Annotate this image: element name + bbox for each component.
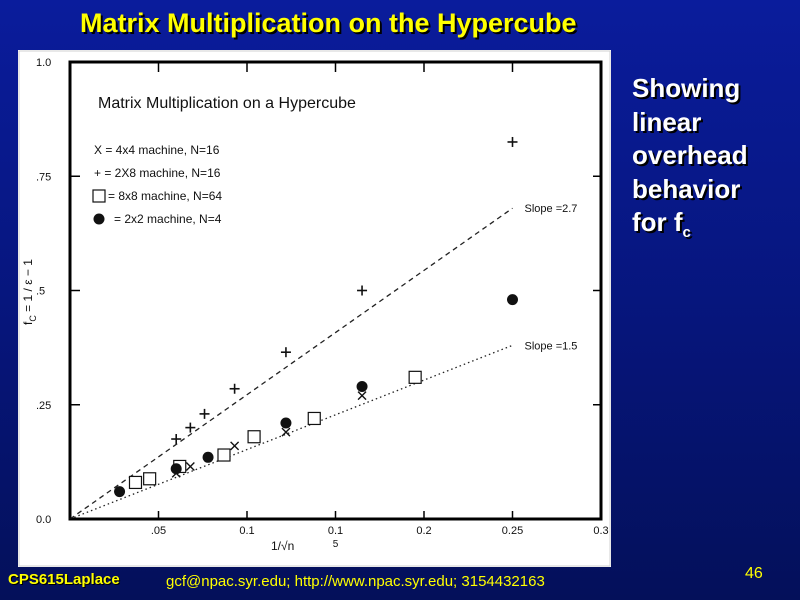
x-tick-label: 0.1 [328,525,343,537]
fit-line [69,344,513,520]
data-point-x [185,461,195,471]
side-line-5-text: for f [632,207,683,237]
x-tick-label: 0.3 [593,525,608,537]
side-line-3: overhead [632,140,748,170]
chart-title: Matrix Multiplication on a Hypercube [98,95,356,112]
data-point-circle [170,463,182,475]
page-number: 46 [745,565,763,582]
x-tick-label: .05 [151,525,166,537]
side-line-4: behavior [632,173,741,204]
data-point-x [281,427,291,437]
fit-line-label: Slope =1.5 [525,340,578,352]
y-axis-label-sub: C [28,315,38,322]
legend-marker-circle [93,213,105,225]
data-point-plus [357,285,368,296]
x-axis-label: 1/√n [271,539,294,553]
y-tick-label: 1.0 [36,57,51,69]
data-point-square [217,448,231,462]
slide-title: Matrix Multiplication on the Hypercube [80,8,577,38]
x-tick-label: 0.2 [416,525,431,537]
y-axis-label-rest: = 1 / ε − 1 [21,259,35,315]
side-line-5: for fc [632,206,792,250]
legend-marker-square [92,189,106,203]
scatter-chart: Slope =2.7 Slope =1.5 .05 0.1 0.1 5 0.2 0.25 0.… [18,50,611,567]
data-point-square [143,472,157,486]
y-tick-label: .75 [36,171,51,183]
data-point-x [357,391,367,401]
data-point-plus [280,347,291,358]
data-point-plus [171,434,182,445]
data-point-plus [199,408,210,419]
legend-entry: + = 2X8 machine, N=16 [94,166,221,180]
y-axis-label: fC = 1 / ε − 1 [21,259,38,325]
data-point-square [307,411,321,426]
y-tick-label: .25 [36,400,51,412]
chart-panel: Slope =2.7 Slope =1.5 .05 0.1 0.1 5 0.2 0.25 0.… [18,50,611,567]
footer-course: CPS615Laplace [8,571,120,588]
data-point-circle [114,486,126,498]
data-point-circle [356,380,368,392]
data-point-x [230,441,240,451]
legend-entry: = 8x8 machine, N=64 [108,189,222,203]
footer-contact: gcf@npac.syr.edu; http://www.npac.syr.ed… [166,573,545,590]
side-caption: Showing linear overhead behavior for fc [632,72,792,250]
x-tick-label: 0.1 [239,525,254,537]
y-tick-label: 0.0 [36,514,51,526]
data-point-circle [507,294,518,306]
fit-line-label: Slope =2.7 [525,203,578,215]
data-point-circle [202,451,214,463]
fit-line [69,207,513,520]
data-point-circle [280,417,292,429]
y-tick-label: .5 [36,286,45,298]
x-tick-label-sub: 5 [333,539,339,550]
side-line-5-sub: c [682,224,691,241]
data-point-square [128,475,143,490]
data-point-plus [229,383,240,394]
data-point-square [247,430,261,444]
side-line-2: linear [632,106,702,137]
chart-panel-border [18,50,611,567]
x-tick-label: 0.25 [502,525,523,537]
data-point-plus [507,136,518,147]
y-axis-label-f: f [21,321,35,325]
data-point-square [408,370,422,384]
legend-entry: X = 4x4 machine, N=16 [94,143,220,157]
data-point-plus [185,422,196,433]
legend-entry: = 2x2 machine, N=4 [114,212,222,226]
side-line-1: Showing [632,73,741,103]
